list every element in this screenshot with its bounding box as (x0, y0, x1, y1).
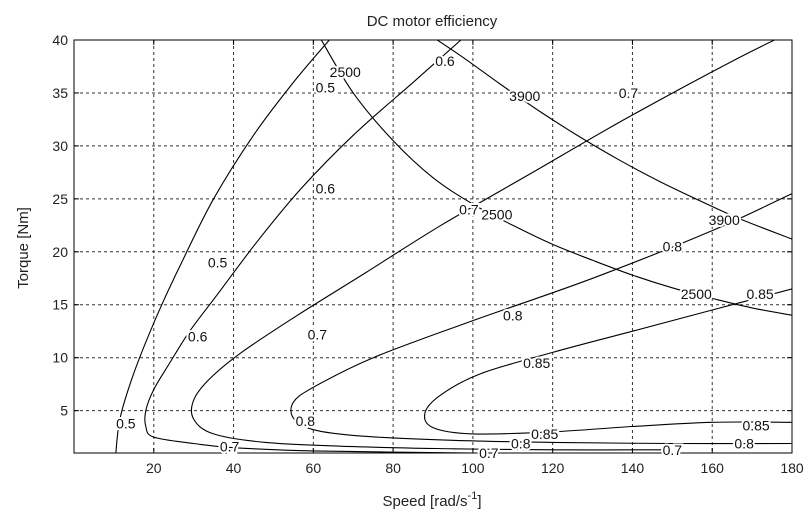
x-tick-label: 80 (385, 460, 401, 476)
y-tick-label: 15 (52, 297, 68, 313)
y-tick-label: 5 (60, 403, 68, 419)
y-tick-label: 35 (52, 85, 68, 101)
contour-label: 0.85 (742, 417, 769, 433)
contour-label: 0.85 (746, 286, 773, 302)
contour-label: 0.7 (479, 445, 499, 461)
x-tick-label: 60 (306, 460, 322, 476)
x-tick-label: 40 (226, 460, 242, 476)
contour-curves (115, 40, 792, 453)
y-tick-label: 40 (52, 32, 68, 48)
contour-efficiency-0_8 (290, 193, 792, 445)
contour-label: 0.7 (663, 442, 683, 458)
contour-label: 0.6 (188, 329, 208, 345)
contour-label: 2500 (681, 286, 712, 302)
y-tick-label: 10 (52, 350, 68, 366)
x-tick-label: 120 (541, 460, 565, 476)
contour-label: 0.5 (316, 80, 336, 96)
contour-efficiency-0_5 (115, 40, 330, 453)
x-tick-label: 20 (146, 460, 162, 476)
contour-label: 0.7 (459, 201, 479, 217)
contour-label: 0.8 (503, 307, 523, 323)
contour-label: 0.6 (435, 53, 455, 69)
contour-label: 0.8 (734, 435, 754, 451)
contour-label: 2500 (481, 207, 512, 223)
contour-efficiency-0_6 (144, 40, 473, 453)
contour-label: 0.8 (296, 413, 316, 429)
contour-label: 0.85 (531, 426, 558, 442)
x-axis-label-end: ] (477, 493, 481, 510)
contour-label: 0.8 (663, 239, 683, 255)
contour-label: 3900 (509, 88, 540, 104)
contour-current-3900 (436, 40, 792, 240)
y-tick-label: 25 (52, 191, 68, 207)
y-axis-label: Torque [Nm] (15, 207, 32, 289)
x-tick-label: 140 (621, 460, 645, 476)
contour-label: 0.5 (116, 415, 136, 431)
contour-label: 0.8 (511, 435, 531, 451)
x-axis-label-main: Speed [rad/s (382, 493, 467, 510)
x-axis-label-superscript: -1 (468, 490, 478, 502)
plot-area: 20 40 60 80 100 120 140 160 180 5 10 15 20 25 30 35 40 0.… (52, 32, 804, 476)
contour-current-2500 (320, 40, 792, 316)
chart-title: DC motor efficiency (367, 13, 498, 30)
contour-efficiency-0_85 (424, 288, 792, 435)
contour-label: 0.7 (308, 326, 328, 342)
x-axis-label: Speed [rad/s-1] (382, 490, 481, 510)
contour-label: 0.85 (523, 355, 550, 371)
y-tick-label: 30 (52, 138, 68, 154)
contour-label: 0.7 (220, 439, 240, 455)
y-tick-label: 20 (52, 244, 68, 260)
contour-label: 0.7 (619, 85, 639, 101)
x-tick-label: 180 (780, 460, 804, 476)
contour-label: 0.5 (208, 254, 228, 270)
contour-efficiency-0_7 (190, 40, 776, 451)
x-tick-label: 160 (701, 460, 725, 476)
contour-label: 2500 (330, 64, 361, 80)
contour-label: 3900 (709, 212, 740, 228)
contour-label: 0.6 (316, 180, 336, 196)
x-tick-label: 100 (461, 460, 485, 476)
